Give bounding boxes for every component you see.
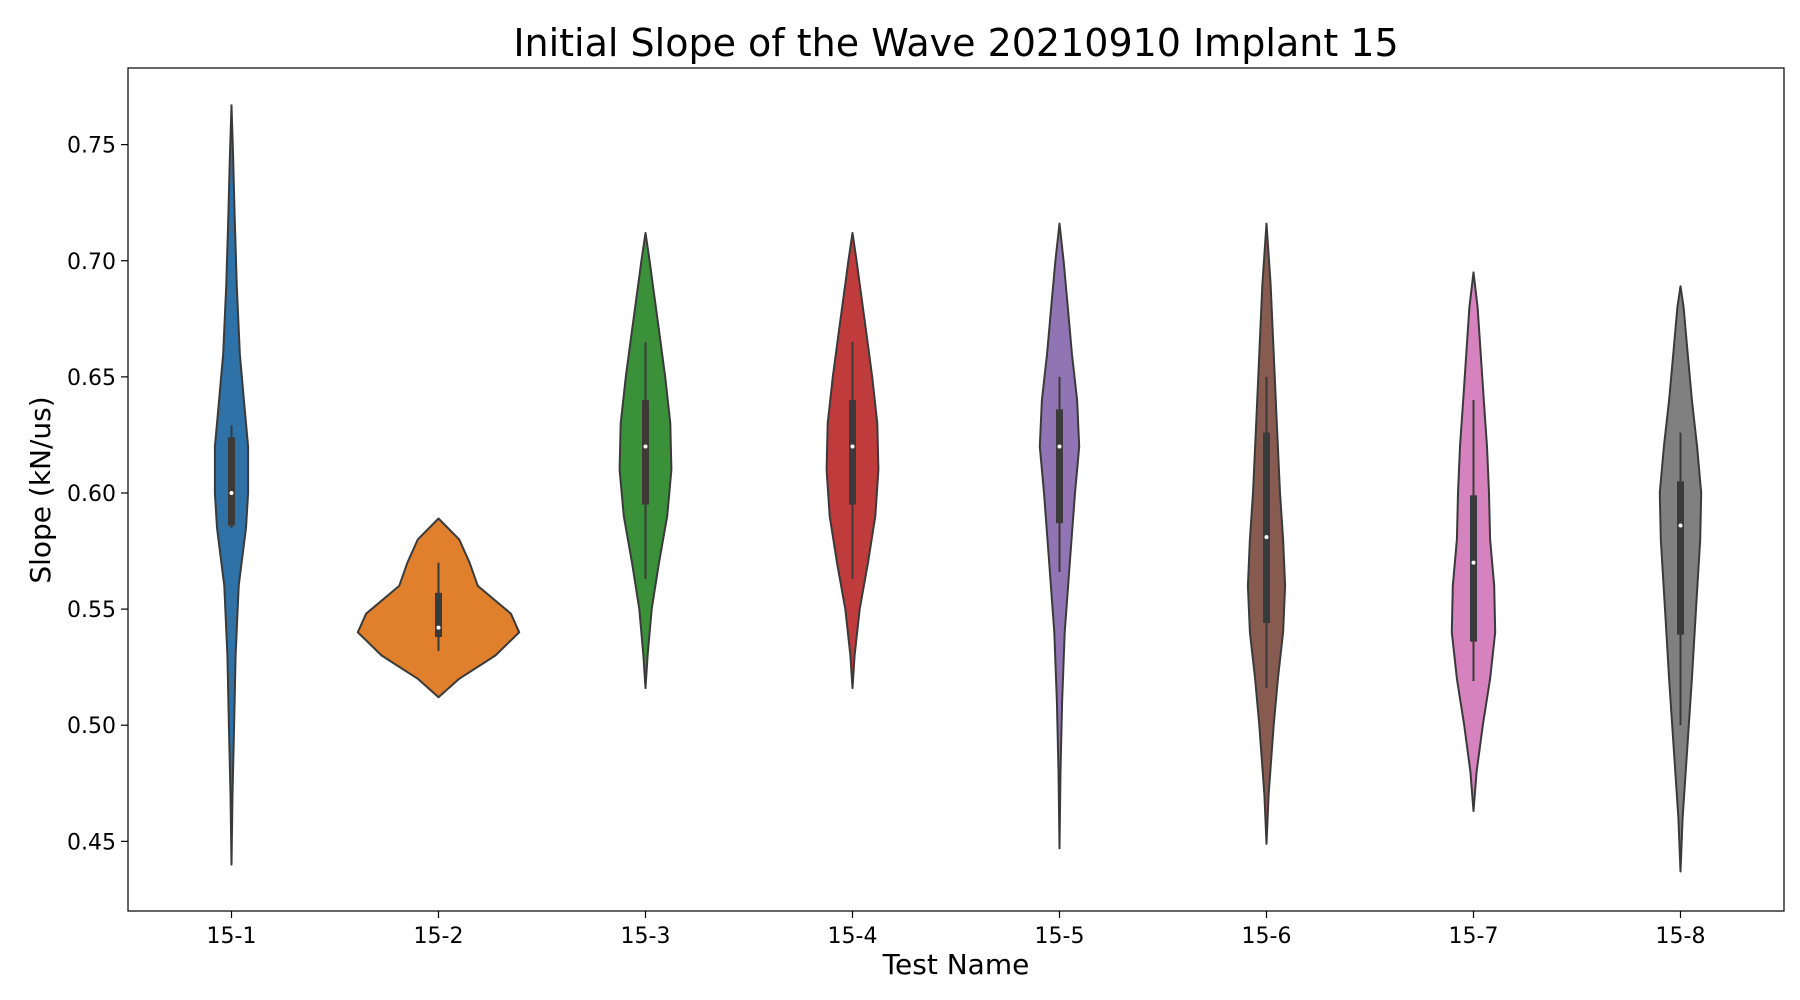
violin-15-3 — [618, 231, 673, 690]
violin-iqr-box — [642, 400, 649, 505]
violins-layer — [213, 104, 1703, 873]
violin-median — [1678, 523, 1683, 528]
violin-median — [229, 490, 234, 495]
plot-frame — [127, 67, 1785, 912]
violin-15-2 — [356, 517, 521, 699]
x-tick-label: 15-4 — [828, 924, 878, 949]
violin-iqr-box — [1470, 495, 1477, 642]
x-tick-label: 15-7 — [1449, 924, 1499, 949]
x-axis: 15-1 15-2 15-3 15-4 15-5 15-6 15-7 15-8 — [207, 911, 1706, 949]
violin-15-4 — [825, 231, 880, 690]
x-tick-label: 15-6 — [1242, 924, 1292, 949]
violin-iqr-box — [1677, 481, 1684, 635]
chart-title: Initial Slope of the Wave 20210910 Impla… — [513, 21, 1398, 65]
y-tick-label: 0.45 — [67, 830, 116, 855]
y-tick-label: 0.65 — [67, 366, 116, 391]
violin-15-1 — [213, 104, 250, 866]
violin-median — [850, 444, 855, 449]
x-tick-label: 15-5 — [1035, 924, 1085, 949]
y-tick-label: 0.50 — [67, 714, 116, 739]
violin-iqr-box — [1263, 432, 1270, 624]
violin-iqr-box — [435, 592, 442, 637]
x-tick-label: 15-1 — [207, 924, 257, 949]
violin-15-6 — [1246, 222, 1287, 845]
y-tick-label: 0.70 — [67, 250, 116, 275]
y-tick-label: 0.55 — [67, 598, 116, 623]
y-axis: 0.45 0.50 0.55 0.60 0.65 0.70 0.75 — [67, 134, 128, 855]
violin-iqr-box — [849, 400, 856, 505]
violin-median — [643, 444, 648, 449]
violin-15-5 — [1038, 222, 1081, 850]
y-tick-label: 0.60 — [67, 482, 116, 507]
violin-median — [436, 625, 441, 630]
violin-median — [1264, 535, 1269, 540]
x-tick-label: 15-8 — [1656, 924, 1706, 949]
violin-iqr-box — [1056, 409, 1063, 524]
violin-iqr-box — [228, 437, 235, 526]
violin-median — [1471, 560, 1476, 565]
violin-median — [1057, 444, 1062, 449]
x-tick-label: 15-3 — [621, 924, 671, 949]
violin-15-7 — [1450, 271, 1497, 813]
y-axis-title: Slope (kN/us) — [24, 396, 57, 583]
y-tick-label: 0.75 — [67, 134, 116, 159]
x-axis-title: Test Name — [882, 948, 1030, 981]
x-tick-label: 15-2 — [414, 924, 464, 949]
violin-15-8 — [1658, 285, 1703, 873]
